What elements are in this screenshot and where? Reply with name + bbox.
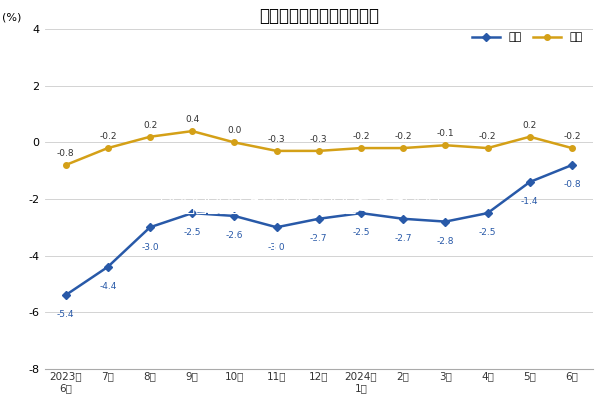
环比 [315, 148, 322, 153]
同比 [104, 264, 112, 269]
Text: -0.3: -0.3 [268, 135, 286, 144]
Text: 0.2: 0.2 [143, 121, 157, 130]
Text: -5.4: -5.4 [57, 310, 74, 320]
Text: -2.5: -2.5 [352, 228, 370, 237]
Text: -3.0: -3.0 [268, 242, 286, 252]
同比 [484, 211, 491, 216]
Title: 工业生产者出厂价格涨跌幅: 工业生产者出厂价格涨跌幅 [259, 7, 379, 25]
Text: -2.7: -2.7 [394, 234, 412, 243]
Text: -0.2: -0.2 [394, 132, 412, 141]
同比 [273, 225, 280, 230]
Text: -0.2: -0.2 [479, 132, 496, 141]
Text: -0.2: -0.2 [352, 132, 370, 141]
环比 [358, 146, 365, 150]
Text: 0.4: 0.4 [185, 115, 199, 124]
同比 [62, 293, 69, 298]
Text: -2.6: -2.6 [226, 231, 243, 240]
Text: -4.4: -4.4 [99, 282, 116, 291]
同比 [568, 163, 575, 168]
同比 [400, 216, 407, 221]
环比 [400, 146, 407, 150]
Text: -2.5: -2.5 [184, 228, 201, 237]
Y-axis label: (%): (%) [2, 12, 22, 22]
环比 [188, 129, 196, 134]
Text: -0.8: -0.8 [563, 180, 581, 189]
同比 [442, 219, 449, 224]
环比 [442, 143, 449, 148]
环比 [104, 146, 112, 150]
环比 [273, 148, 280, 153]
Text: -0.3: -0.3 [310, 135, 328, 144]
同比 [315, 216, 322, 221]
Text: -2.8: -2.8 [437, 237, 454, 246]
Text: -1.4: -1.4 [521, 197, 539, 206]
环比 [568, 146, 575, 150]
环比 [231, 140, 238, 145]
同比 [146, 225, 154, 230]
Text: -0.1: -0.1 [437, 129, 454, 138]
Text: -0.2: -0.2 [99, 132, 116, 141]
环比 [526, 134, 533, 139]
同比 [526, 180, 533, 184]
Line: 环比: 环比 [63, 128, 575, 168]
Legend: 同比, 环比: 同比, 环比 [467, 28, 587, 47]
同比 [358, 211, 365, 216]
环比 [146, 134, 154, 139]
Text: -0.8: -0.8 [57, 149, 74, 158]
同比 [231, 214, 238, 218]
Text: 居民住房贷款需求企稳回升: 居民住房贷款需求企稳回升 [229, 237, 371, 256]
Text: -2.7: -2.7 [310, 234, 328, 243]
Text: 杠杆炒股多少钱 1月人民币贷款增加5.13万亿元: 杠杆炒股多少钱 1月人民币贷款增加5.13万亿元 [160, 196, 440, 215]
Text: -3.0: -3.0 [141, 242, 159, 252]
Text: 0.2: 0.2 [523, 121, 537, 130]
环比 [62, 163, 69, 168]
同比 [188, 211, 196, 216]
环比 [484, 146, 491, 150]
Text: -2.5: -2.5 [479, 228, 496, 237]
Line: 同比: 同比 [63, 162, 575, 298]
Text: 0.0: 0.0 [227, 126, 242, 136]
Text: -0.2: -0.2 [563, 132, 581, 141]
